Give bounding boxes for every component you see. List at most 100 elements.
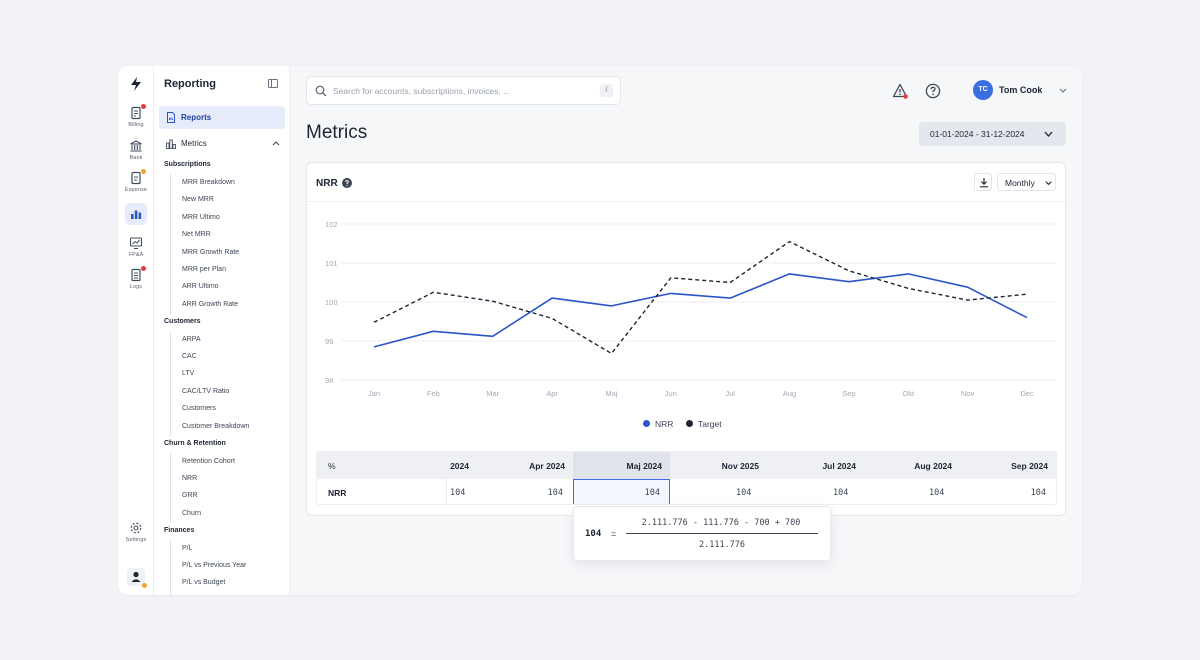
sidebar-tree-line [170,540,171,595]
date-range-picker[interactable]: 01-01-2024 - 31-12-2024 [919,122,1066,146]
rail-item-bank[interactable]: Bank [118,139,154,161]
rail-item-expense[interactable]: Expense [118,169,154,193]
x-tick-label: Okt [902,389,915,398]
chevron-down-icon [1059,88,1067,93]
rail-item-fpa[interactable]: FP&A [118,236,154,258]
table-cell[interactable]: 104 [736,488,752,498]
expense-icon [129,169,146,185]
metric-table: % 2024 Apr 2024 Maj 2024 Nov 2025 Jul 20… [316,451,1057,505]
calculation-tooltip: 104 = 2.111.776 - 111.776 - 700 + 700 2.… [573,506,831,561]
logs-alert-dot [141,266,146,271]
user-name: Tom Cook [999,85,1043,95]
column-header[interactable]: Sep 2024 [1011,461,1048,471]
global-search[interactable]: Search for accounts, subscriptions, invo… [306,76,621,105]
sidebar-subitem[interactable]: MRR Ultimo [182,214,220,221]
sidebar-subitem[interactable]: NRR [182,475,198,482]
sidebar-group-title: Finances [164,527,195,534]
column-header[interactable]: Jul 2024 [822,461,856,471]
sidebar-subitem[interactable]: Net MRR [182,231,211,238]
user-icon [131,571,141,582]
column-header[interactable]: Aug 2024 [914,461,952,471]
app-logo-icon[interactable] [128,76,144,92]
table-cell[interactable]: 104 [644,488,660,498]
collapse-sidebar-icon[interactable] [268,79,278,88]
profile-avatar[interactable] [127,568,147,588]
y-tick-label: 98 [325,376,333,385]
period-label: Monthly [1005,178,1035,188]
column-header[interactable]: 2024 [450,461,469,471]
help-circle-icon[interactable] [925,83,941,99]
y-tick-label: 102 [325,220,338,229]
sidebar-subitem[interactable]: ARPA [182,336,201,343]
expense-alert-dot [141,169,146,174]
card-title: NRR [316,178,338,189]
sidebar-subitem[interactable]: Churn [182,510,202,517]
billing-alert-dot [141,104,146,109]
sidebar-subitem[interactable]: LTV [182,370,195,377]
x-tick-label: Jun [665,389,677,398]
sidebar-item-metrics[interactable]: Metrics [159,136,285,152]
sidebar-subitem[interactable]: MRR Breakdown [182,179,235,186]
sidebar-subitem[interactable]: Retention Cohort [182,458,235,465]
download-icon [980,178,988,188]
x-tick-label: Nov [961,389,975,398]
column-header[interactable]: Maj 2024 [626,461,662,471]
sidebar-subitem[interactable]: CAC [182,353,197,360]
column-header[interactable]: Nov 2025 [721,461,759,471]
rail-label: Bank [129,155,143,161]
app-window: Billing Bank Expense FP&A [118,66,1082,595]
fraction-bar [626,533,818,534]
rail-item-settings[interactable]: Settings [118,521,154,543]
table-cell[interactable]: 104 [1030,488,1046,498]
selected-cell[interactable] [573,479,670,504]
sidebar-subitem[interactable]: ARR Ultimo [182,283,219,290]
sidebar-subitem[interactable]: MRR Growth Rate [182,249,240,256]
x-tick-label: Sep [842,389,855,398]
column-header[interactable]: Apr 2024 [529,461,565,471]
sidebar-subitem[interactable]: P/L [182,545,193,552]
metrics-icon [166,139,176,149]
sidebar-subitem[interactable]: P/L vs Previous Year [182,562,247,569]
sidebar-item-label: Reports [181,113,212,122]
sidebar-subitem[interactable]: New MRR [182,196,214,203]
period-select[interactable]: Monthly [997,173,1056,191]
sidebar-subitem[interactable]: GRR [182,492,198,499]
sidebar-subitem[interactable]: MRR per Plan [182,266,226,273]
sidebar-subitem[interactable]: P/L vs Budget [182,579,226,586]
profile-alert-dot [142,583,147,588]
rail-label: Settings [125,537,147,543]
reporting-sidebar: Reporting Reports Metrics Subscriptions … [154,66,290,595]
sidebar-title: Reporting [164,78,216,90]
table-cell[interactable]: 104 [450,488,466,498]
sidebar-group-title: Subscriptions [164,161,211,168]
series-line-nrr [373,273,1028,348]
reporting-icon [131,210,142,219]
rail-item-logs[interactable]: Logs [118,266,154,290]
y-tick-label: 100 [325,298,338,307]
sidebar-subitem[interactable]: Customer Breakdown [182,423,250,430]
tooltip-equals: = [611,529,617,539]
warning-icon[interactable] [892,83,908,99]
chevron-down-icon [1045,181,1052,185]
legend-swatch-nrr [643,420,650,427]
sidebar-subitem[interactable]: CAC/LTV Ratio [182,388,230,395]
rail-item-reporting[interactable] [125,203,147,225]
question-icon[interactable] [342,178,352,188]
search-input[interactable]: Search for accounts, subscriptions, invo… [333,86,511,96]
sidebar-subitem[interactable]: ARR Growth Rate [182,301,239,308]
card-divider [307,201,1065,202]
download-button[interactable] [974,173,992,191]
table-cell[interactable]: 104 [929,488,945,498]
rail-item-billing[interactable]: Billing [118,104,154,128]
sidebar-item-reports[interactable]: Reports [159,106,285,129]
date-range-label: 01-01-2024 - 31-12-2024 [930,129,1025,139]
user-menu[interactable]: TC Tom Cook [973,80,1068,102]
chevron-up-icon[interactable] [272,140,280,146]
legend-swatch-target [686,420,693,427]
table-cell[interactable]: 104 [833,488,849,498]
row-label: NRR [328,488,347,498]
table-cell[interactable]: 104 [547,488,563,498]
sidebar-group-title: Customers [164,318,201,325]
rail-label: FP&A [128,252,144,258]
sidebar-subitem[interactable]: Customers [182,405,216,412]
